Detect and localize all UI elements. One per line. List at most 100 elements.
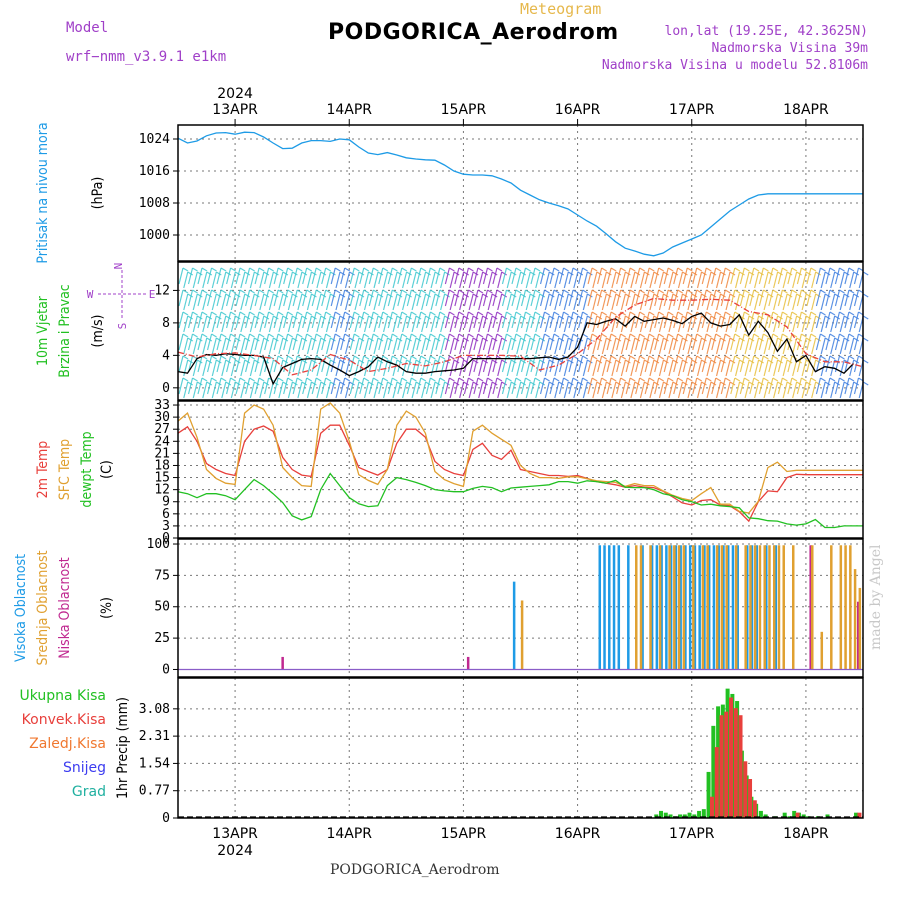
wind-barb-flag <box>192 311 198 316</box>
wind-barb <box>316 337 322 355</box>
wind-barb-flag <box>644 293 650 298</box>
wind-barb-flag <box>834 337 841 342</box>
wind-barb-flag <box>620 355 626 360</box>
wind-barb <box>321 377 327 395</box>
bar-visoka-oblacnost <box>684 545 687 670</box>
wind-barb-flag <box>710 293 717 298</box>
wind-barb-flag <box>382 355 389 360</box>
bar-konvek-kisa <box>729 697 734 818</box>
wind-barb-flag <box>411 333 417 338</box>
wind-barb-flag <box>572 333 579 338</box>
wind-barb <box>734 271 741 289</box>
wind-barb-flag <box>453 271 460 276</box>
chart-title: PODGORICA_Aerodrom <box>328 20 619 45</box>
wind-barb-flag <box>829 355 836 360</box>
altitude-info: Nadmorska Visina 39m <box>711 41 868 56</box>
wind-barb <box>378 267 384 285</box>
wind-barb <box>497 359 503 377</box>
wind-barb-flag <box>349 271 355 276</box>
bar-ukupna-kisa <box>706 771 711 818</box>
wind-barb-flag <box>696 355 703 360</box>
wind-barb <box>430 315 436 333</box>
wind-barb-flag <box>648 267 655 272</box>
wind-barb <box>573 381 579 399</box>
wind-barb <box>454 311 460 329</box>
wind-barb <box>435 377 441 395</box>
precip-legend-item: Grad <box>72 784 106 800</box>
wind-barb <box>268 315 274 333</box>
bar-visoka-oblacnost <box>665 545 668 670</box>
wind-barb <box>321 289 327 307</box>
wind-barb <box>287 337 293 355</box>
wind-barb <box>853 333 860 351</box>
wind-barb-flag <box>196 315 203 320</box>
wind-barb-flag <box>653 359 660 364</box>
wind-barb <box>644 333 650 351</box>
wind-barb <box>777 355 783 373</box>
bar-srednja-oblacnost <box>668 545 671 670</box>
wind-barb <box>730 377 736 395</box>
wind-barb <box>325 359 332 377</box>
wind-barb-flag <box>686 267 693 272</box>
wind-barb <box>497 293 503 311</box>
wind-barb-flag <box>249 311 255 316</box>
bar-ukupna-kisa <box>654 814 659 818</box>
wind-barb-flag <box>686 333 693 338</box>
temperature-y-tick-label: 24 <box>154 434 170 449</box>
wind-barb-flag <box>744 355 750 360</box>
wind-barb <box>363 381 370 399</box>
wind-barb-flag <box>277 355 284 360</box>
wind-barb <box>482 267 489 285</box>
wind-barb <box>587 355 593 373</box>
wind-barb-flag <box>501 315 508 320</box>
bar-ukupna-kisa <box>678 814 683 818</box>
wind-barb-flag <box>862 381 869 386</box>
wind-barb <box>187 311 194 329</box>
wind-barb-flag <box>372 289 379 294</box>
wind-barb-flag <box>311 381 317 386</box>
wind-barb-flag <box>377 337 384 342</box>
wind-barb-flag <box>415 359 422 364</box>
wind-barb-flag <box>391 377 398 382</box>
wind-barb-flag <box>254 359 260 364</box>
wind-barb <box>478 293 484 311</box>
wind-barb-flag <box>477 267 484 272</box>
wind-barb-flag <box>834 315 841 320</box>
wind-barb-flag <box>720 337 726 342</box>
wind-barb <box>768 267 774 285</box>
wind-barb <box>554 381 560 399</box>
wind-barb-flag <box>672 293 679 298</box>
bar-srednja-oblacnost <box>791 545 795 670</box>
wind-barb-flag <box>215 337 222 342</box>
clouds-y-tick-label: 100 <box>147 537 170 552</box>
wind-barb <box>568 289 574 307</box>
wind-barb-flag <box>815 381 821 386</box>
precipitation-panel-frame <box>177 677 864 819</box>
wind-barb <box>516 359 522 377</box>
wind-barb <box>654 333 660 351</box>
wind-barb <box>806 311 812 329</box>
wind-barb-flag <box>277 289 284 294</box>
wind-barb <box>273 267 279 285</box>
wind-barb <box>259 337 265 355</box>
wind-barb-flag <box>330 315 336 320</box>
wind-barb-flag <box>182 355 189 360</box>
wind-barb <box>796 311 802 329</box>
wind-barb-flag <box>601 267 607 272</box>
wind-barb <box>663 377 669 395</box>
wind-barb-flag <box>501 381 508 386</box>
wind-barb-flag <box>349 337 355 342</box>
wind-barb-flag <box>296 311 303 316</box>
wind-barb <box>444 355 450 373</box>
bar-srednja-oblacnost <box>772 545 776 670</box>
wind-barb-flag <box>820 355 826 360</box>
wind-barb-flag <box>558 381 565 386</box>
wind-barb-flag <box>420 355 427 360</box>
temperature-y-tick-label: 6 <box>162 507 170 522</box>
wind-barb-flag <box>211 355 217 360</box>
wind-barb <box>587 289 593 307</box>
wind-barb-flag <box>282 337 289 342</box>
wind-barb <box>225 355 232 373</box>
wind-barb <box>663 289 669 307</box>
wind-barb <box>463 377 469 395</box>
